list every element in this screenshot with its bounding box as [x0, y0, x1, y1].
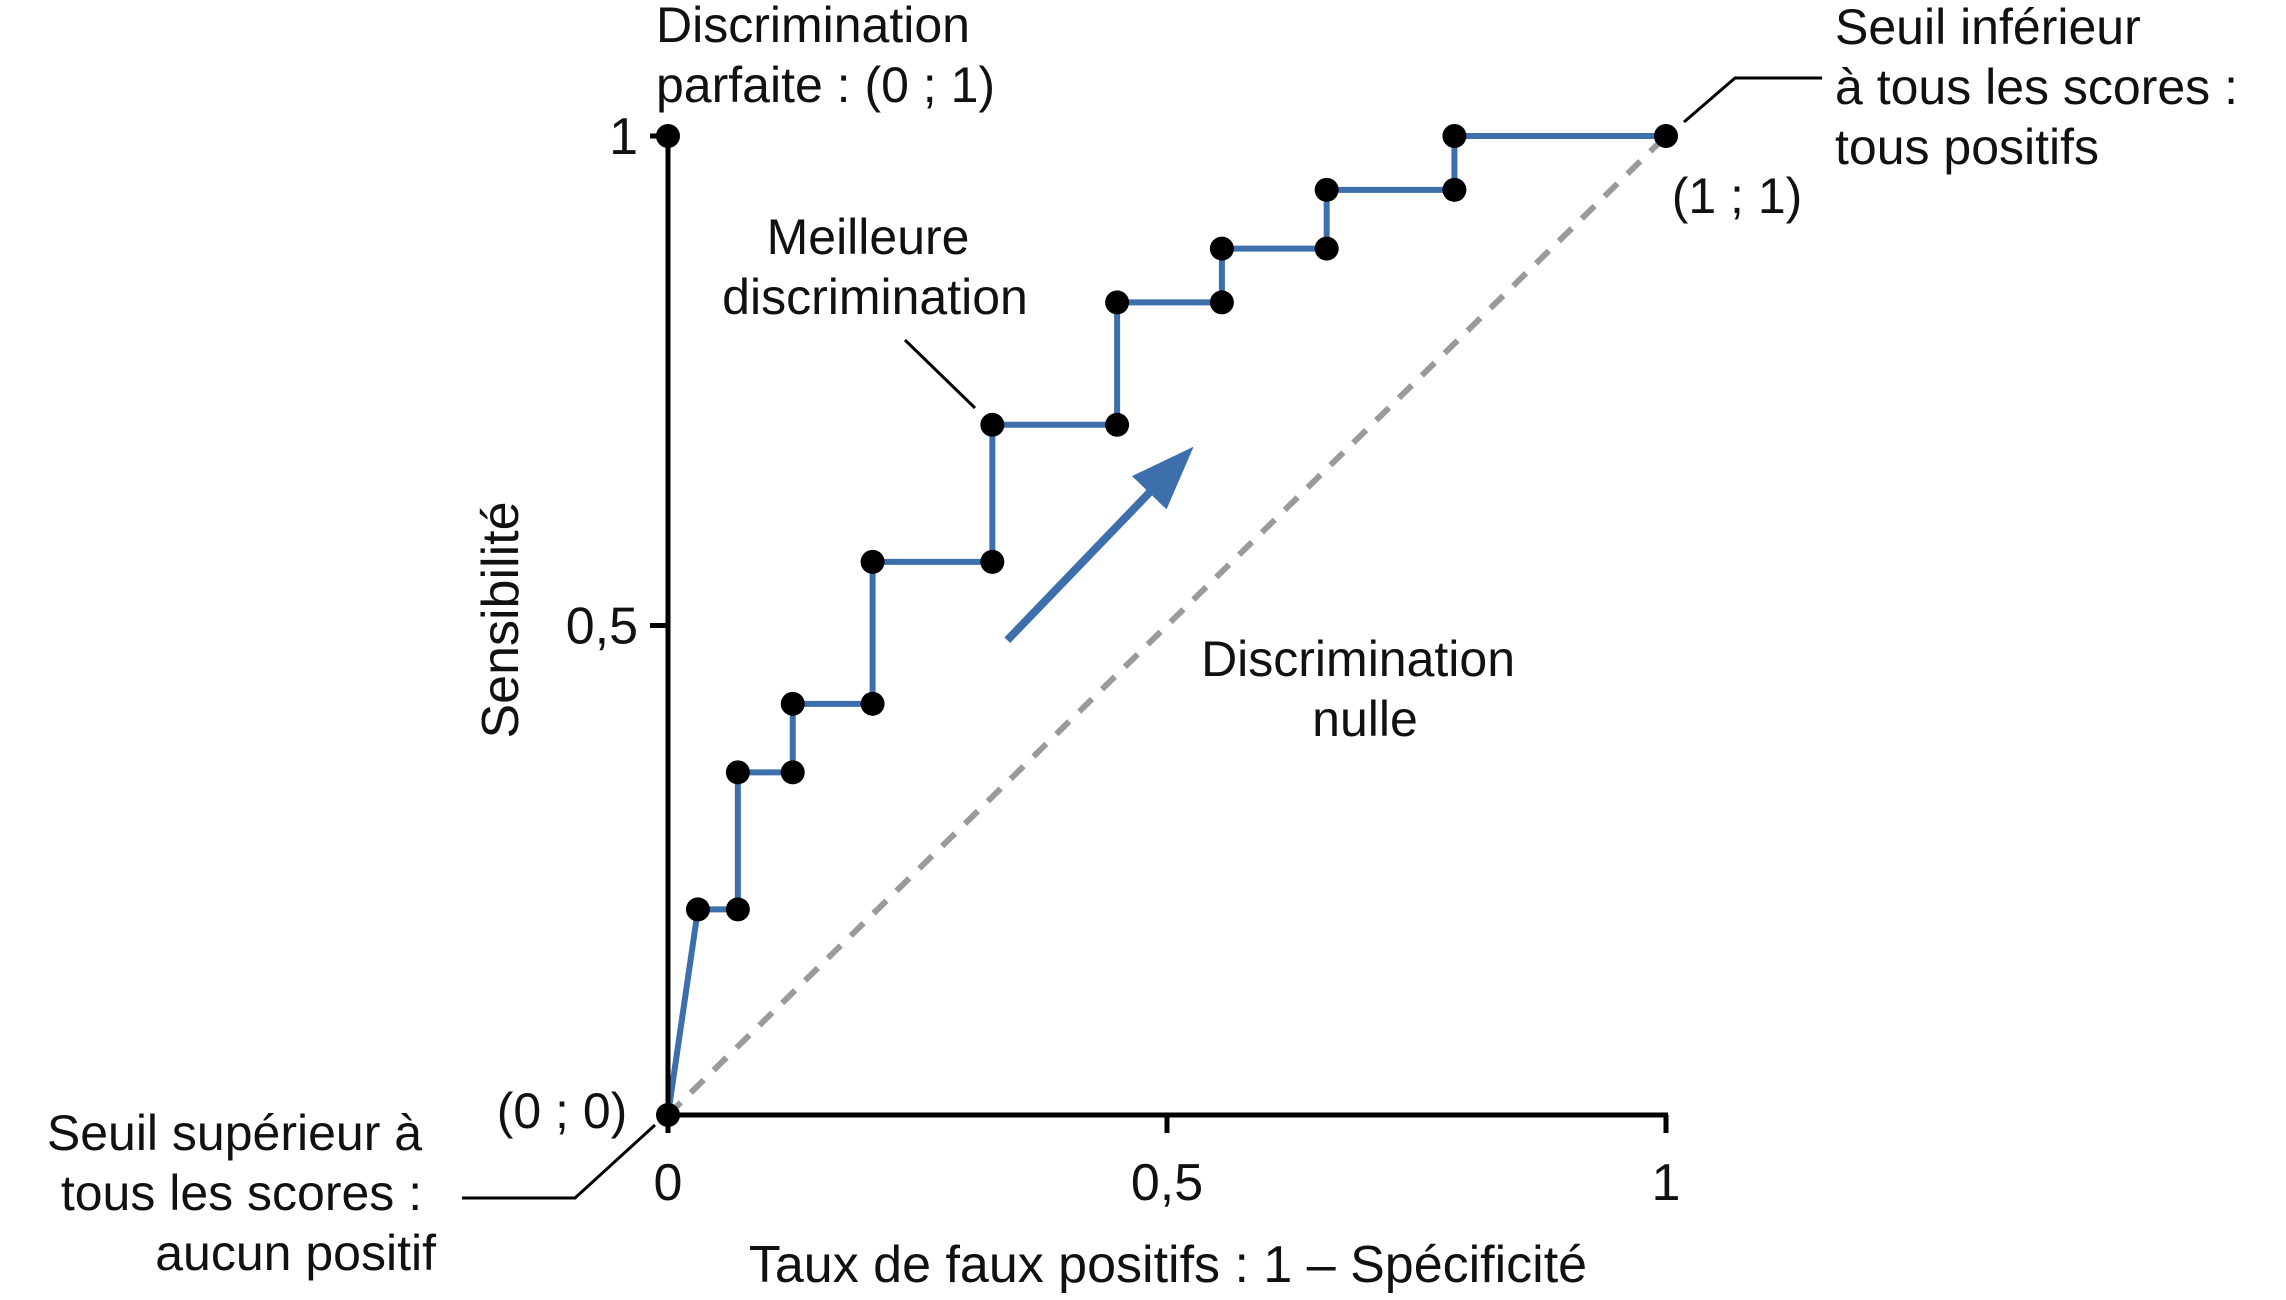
top-right-coordinate: (1 ; 1) — [1672, 168, 1803, 224]
roc-point-19 — [656, 124, 680, 148]
upper-threshold-leader — [462, 1123, 657, 1200]
roc-point-14 — [1314, 236, 1339, 261]
roc-point-5 — [780, 691, 805, 716]
x-axis-title: Taux de faux positifs : 1 – Spécificité — [749, 1236, 1587, 1294]
best-line-2: discrimination — [722, 269, 1028, 325]
roc-point-4 — [780, 760, 805, 785]
lower-threshold-label: Seuil inférieur à tous les scores : tous… — [1835, 0, 2252, 175]
roc-point-2 — [725, 897, 750, 922]
no-discrimination-diagonal — [665, 133, 1669, 1118]
lower-threshold-leader — [1683, 76, 1822, 124]
perfect-line-2: parfaite : (0 ; 1) — [656, 57, 995, 113]
plot-area: 0 0,5 1 0,5 1 — [566, 108, 1681, 1212]
best-line-1: Meilleure — [767, 209, 970, 265]
null-discrimination-label: Discrimination nulle — [1201, 631, 1529, 747]
roc-point-8 — [980, 549, 1005, 574]
lower-threshold-line-3: tous positifs — [1835, 119, 2099, 175]
roc-point-7 — [860, 549, 885, 574]
roc-points — [656, 124, 1678, 1127]
roc-point-12 — [1209, 290, 1234, 315]
roc-point-6 — [860, 691, 885, 716]
roc-point-18 — [1654, 124, 1678, 148]
roc-point-10 — [1105, 412, 1130, 437]
perfect-line-1: Discrimination — [656, 0, 970, 53]
y-tick-label-1: 0,5 — [566, 598, 638, 656]
upper-threshold-line-1: Seuil supérieur à — [47, 1105, 422, 1161]
roc-point-1 — [685, 897, 710, 922]
x-tick-label-1: 0,5 — [1131, 1154, 1203, 1212]
upper-threshold-label: Seuil supérieur à tous les scores : aucu… — [47, 1105, 436, 1281]
null-line-1: Discrimination — [1201, 631, 1515, 687]
y-axis-title: Sensibilité — [472, 501, 530, 738]
roc-point-9 — [980, 412, 1005, 437]
lower-threshold-line-1: Seuil inférieur — [1835, 0, 2141, 55]
roc-point-3 — [725, 760, 750, 785]
origin-coordinate: (0 ; 0) — [497, 1083, 628, 1139]
x-tick-label-2: 1 — [1652, 1154, 1681, 1212]
perfect-discrimination-label: Discrimination parfaite : (0 ; 1) — [656, 0, 995, 113]
upper-threshold-line-2: tous les scores : — [61, 1165, 422, 1221]
upper-threshold-line-3: aucun positif — [155, 1225, 436, 1281]
best-discrimination-label: Meilleure discrimination — [722, 209, 1028, 325]
best-discrimination-leader — [903, 338, 977, 410]
null-line-2: nulle — [1312, 691, 1418, 747]
roc-point-13 — [1209, 236, 1234, 261]
axis-ticks: 0 0,5 1 0,5 1 — [566, 108, 1681, 1212]
lower-threshold-line-2: à tous les scores : — [1835, 59, 2238, 115]
roc-point-17 — [1442, 124, 1467, 148]
roc-point-11 — [1105, 290, 1130, 315]
x-tick-label-0: 0 — [654, 1154, 683, 1212]
roc-point-16 — [1442, 177, 1467, 202]
improvement-arrow — [1004, 446, 1194, 643]
roc-point-15 — [1314, 177, 1339, 202]
roc-point-0 — [656, 1103, 680, 1127]
y-tick-label-2: 1 — [609, 108, 638, 166]
